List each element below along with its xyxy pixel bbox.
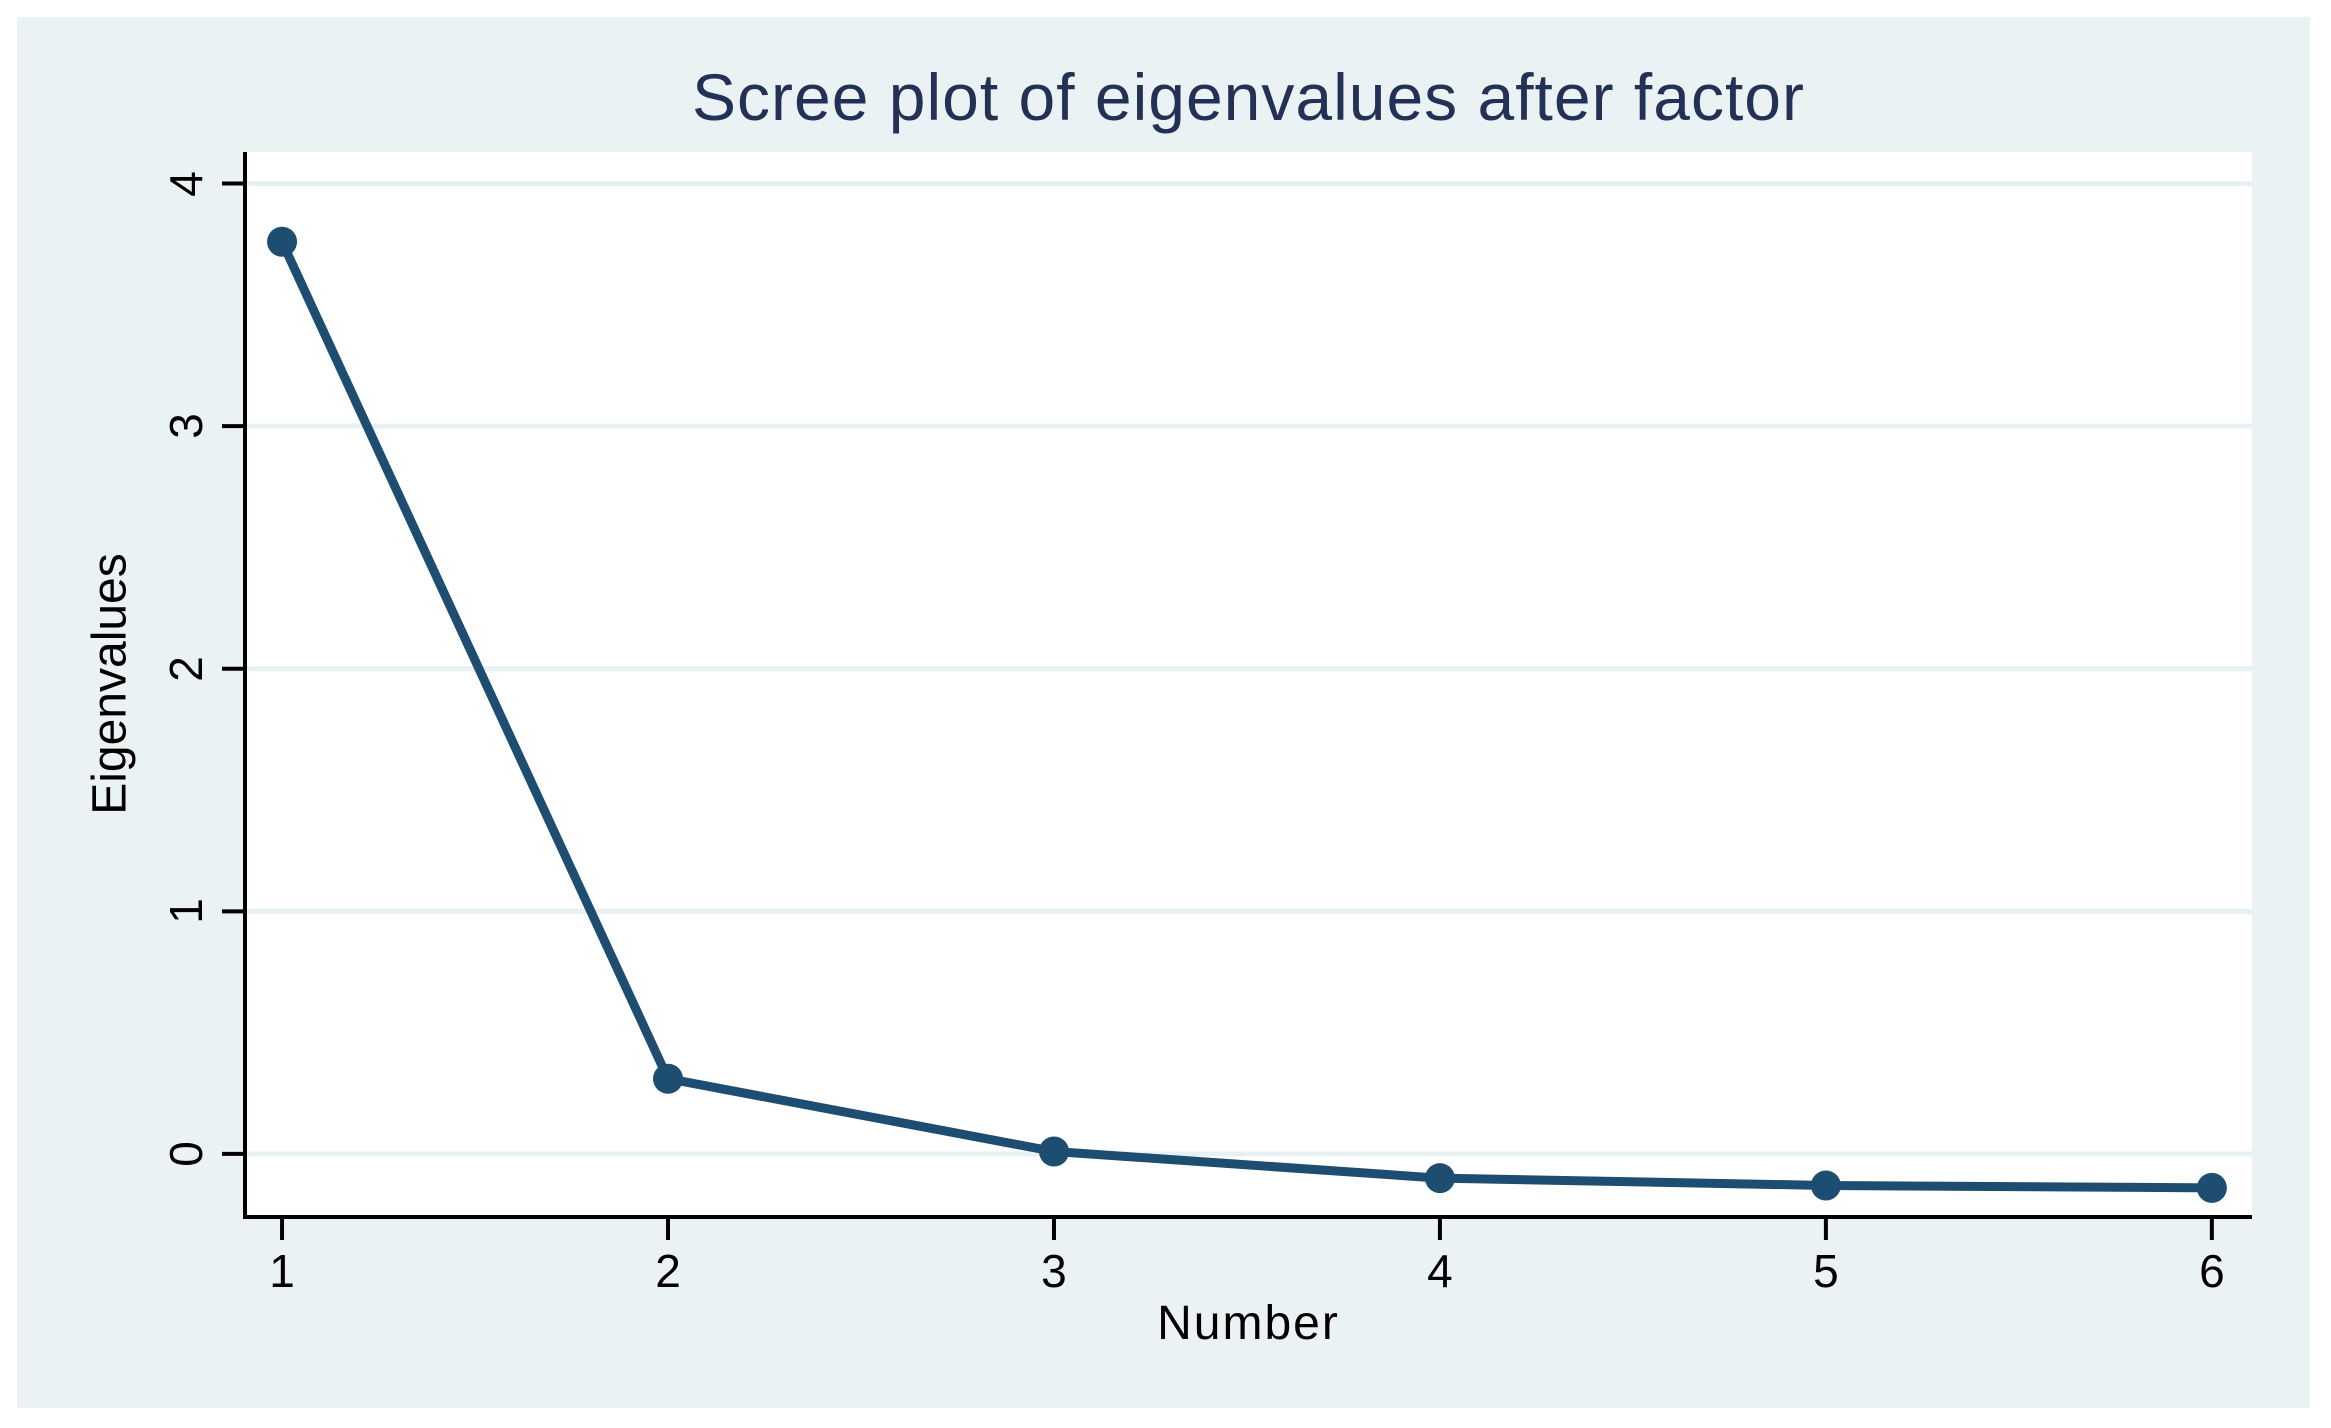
data-point-4 xyxy=(1424,1163,1455,1194)
y-axis-title: Eigenvalues xyxy=(83,553,137,815)
x-axis-title: Number xyxy=(1157,1297,1340,1350)
data-point-1 xyxy=(267,226,298,257)
x-tick-label-3: 3 xyxy=(1041,1245,1067,1297)
axes-layer xyxy=(222,152,2252,1240)
data-point-3 xyxy=(1038,1136,1069,1167)
data-point-6 xyxy=(2196,1172,2227,1203)
plot-area xyxy=(245,152,2252,1217)
data-point-2 xyxy=(653,1063,684,1094)
y-tick-label-3: 3 xyxy=(160,413,212,439)
series-line xyxy=(277,239,2212,1193)
x-tick-label-5: 5 xyxy=(1813,1245,1839,1297)
y-tick-label-4: 4 xyxy=(160,170,212,197)
y-tick-label-1: 1 xyxy=(160,898,212,925)
chart-title: Scree plot of eigenvalues after factor xyxy=(692,60,1805,134)
y-tick-label-0: 0 xyxy=(160,1141,212,1167)
series-layer xyxy=(267,226,2227,1203)
x-tick-label-4: 4 xyxy=(1427,1245,1453,1297)
x-tick-label-6: 6 xyxy=(2199,1245,2225,1297)
gridlines-layer xyxy=(245,181,2252,1157)
x-tick-label-1: 1 xyxy=(269,1245,295,1297)
y-tick-label-2: 2 xyxy=(160,655,212,682)
data-point-5 xyxy=(1810,1170,1841,1201)
x-tick-label-2: 2 xyxy=(655,1245,681,1297)
